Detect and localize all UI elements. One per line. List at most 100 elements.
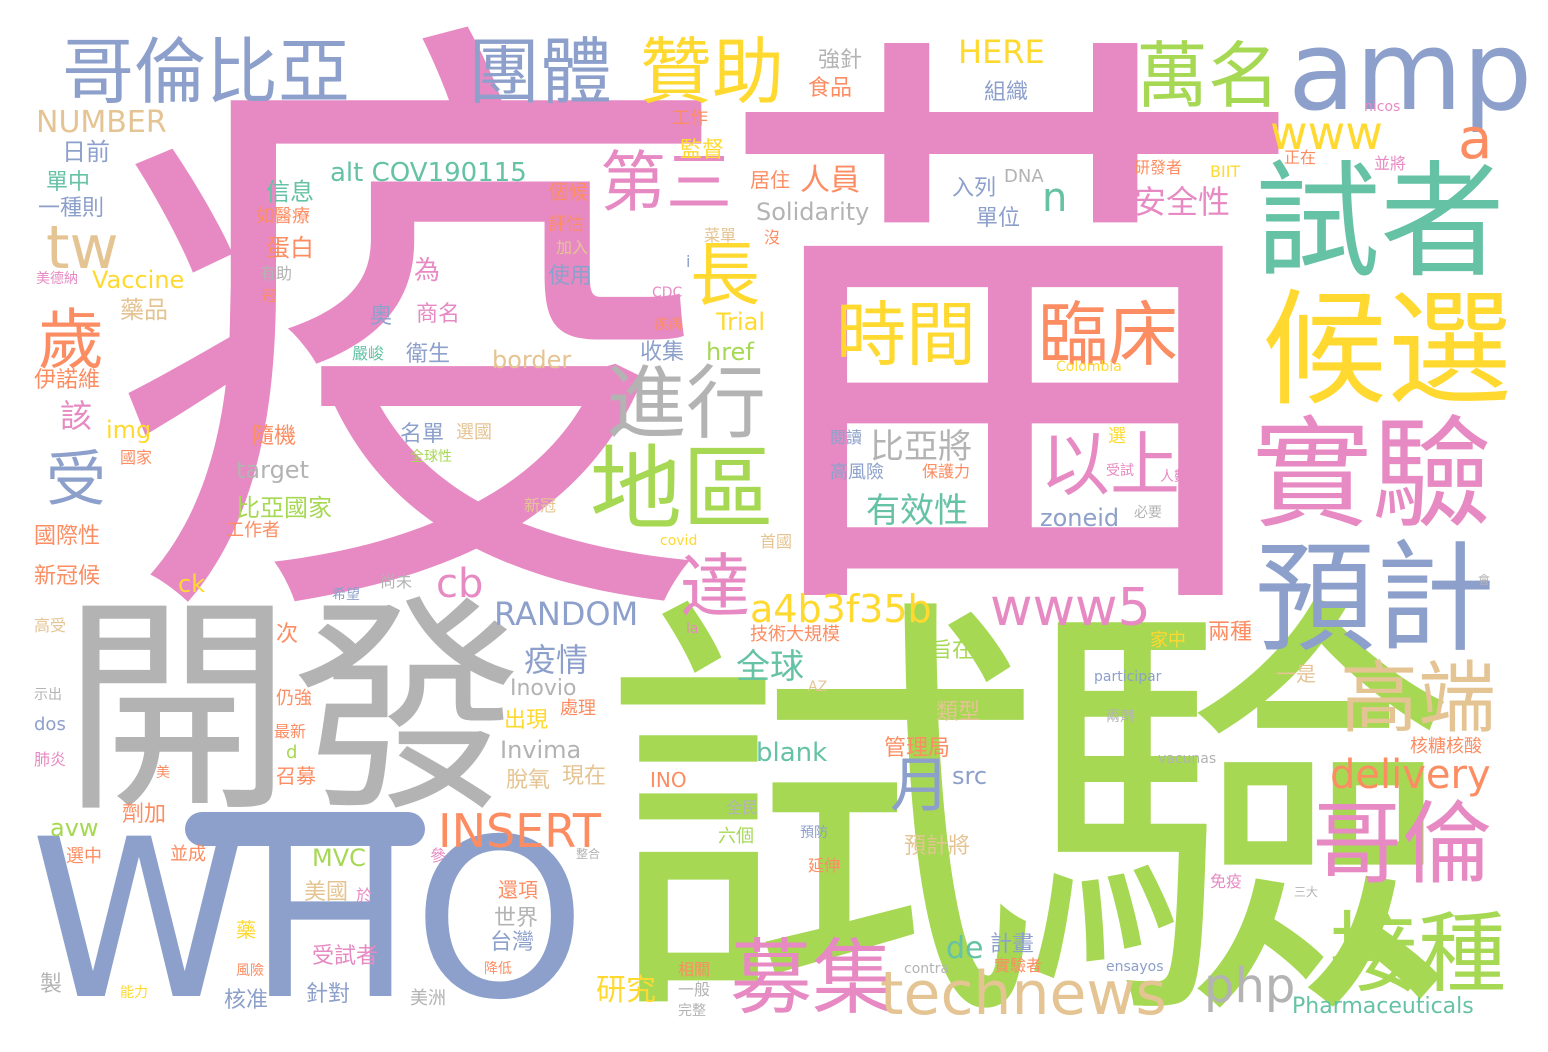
word-contra: contra: [904, 961, 949, 977]
word-xianzai: 現在: [562, 764, 607, 789]
word-technews: technews: [880, 959, 1167, 1029]
word-taiwan: 台灣: [490, 930, 535, 955]
word-quanqiu: 全球: [736, 647, 804, 687]
word-border: border: [492, 346, 572, 374]
word-jihua: 計畫: [990, 932, 1035, 957]
word-ci: 次: [276, 622, 299, 647]
word-yao: 藥: [236, 918, 256, 942]
word-xinxi: 信息: [266, 178, 314, 206]
word-danbai: 蛋白: [266, 234, 314, 262]
word-zhenghe: 整合: [576, 847, 601, 861]
word-baohuli: 保護力: [922, 462, 971, 481]
word-yinian: 一是: [1276, 662, 1316, 686]
word-gaoshou: 高受: [34, 616, 67, 635]
word-da: 達: [680, 546, 750, 628]
word-here: HERE: [958, 33, 1045, 71]
word-yuji: 預計: [1255, 530, 1495, 669]
word-wei: 為: [414, 256, 441, 286]
word-alt-cov: alt COV190115: [330, 158, 527, 188]
word-gongzuozhe: 工作者: [226, 520, 280, 541]
word-youxiaoxing: 有效性: [866, 491, 968, 531]
word-zhengzai: 正在: [1284, 148, 1317, 167]
word-gongzuo: 工作: [672, 108, 708, 129]
word-dos: dos: [34, 714, 66, 735]
word-shiyan: 試驗: [600, 564, 1460, 1052]
word-participar: participar: [1094, 669, 1162, 685]
word-pharma: Pharmaceuticals: [1292, 994, 1474, 1019]
word-ruliu: 入列: [952, 176, 997, 201]
word-a4b3: a4b3f35b: [750, 587, 932, 631]
word-meizhou: 美洲: [410, 988, 446, 1009]
word-disan: 第三: [600, 144, 732, 221]
word-blank: blank: [756, 738, 828, 768]
word-xinguan: 新冠: [524, 496, 557, 515]
word-houxuan: 候選: [1262, 278, 1512, 423]
word-yiqing: 疫情: [524, 641, 589, 679]
word-mingdan: 名單: [400, 422, 445, 447]
word-tuoyang: 脫氧: [506, 768, 551, 793]
word-huan: 會: [1478, 573, 1491, 587]
word-liangzhong: 兩種: [1208, 620, 1253, 645]
word-href: href: [706, 338, 754, 366]
word-lianghe: 兩劑: [1106, 709, 1134, 725]
word-xuan: 選: [1108, 426, 1126, 447]
word-colombia: Colombia: [1056, 359, 1122, 375]
word-tw: tw: [46, 213, 119, 283]
word-jiazhong: 家中: [1150, 630, 1186, 651]
word-yaopin: 藥品: [120, 296, 168, 324]
word-php: php: [1204, 958, 1296, 1014]
word-riqian: 日前: [62, 138, 110, 166]
word-jiandu: 監督: [680, 138, 725, 163]
word-jianshi: 疾病: [654, 317, 682, 333]
word-trial: Trial: [716, 308, 766, 336]
word-shiyan2: 實驗: [1252, 406, 1492, 545]
word-jiezhong: 接種: [1330, 902, 1507, 1005]
word-pinggu: 評估: [548, 214, 584, 235]
word-who: WHO: [30, 792, 587, 1048]
word-guan: 冠: [262, 289, 276, 305]
word-jiangdi: 降低: [484, 961, 512, 977]
word-jishu: 技術大規模: [750, 624, 840, 645]
word-muji: 募集: [730, 931, 895, 1026]
word-shou: 受: [46, 445, 106, 515]
word-dna: DNA: [1004, 166, 1044, 187]
word-huanxiang: 還項: [498, 878, 538, 902]
word-shouguo: 首國: [760, 532, 793, 551]
word-xinguanhou: 新冠候: [34, 564, 101, 589]
word-covid: covid: [660, 533, 698, 549]
word-zhendui: 針對: [306, 982, 351, 1007]
word-avw: avw: [50, 814, 99, 842]
word-zoneid: zoneid: [1040, 504, 1120, 532]
word-yanjiu: 研究: [596, 973, 656, 1008]
word-huanzhong: 選中: [66, 846, 102, 867]
word-zhi: 製: [40, 972, 63, 997]
word-diqu: 地區: [590, 436, 775, 543]
word-gelun: 哥倫: [1312, 792, 1492, 897]
word-guojia: 國家: [120, 448, 153, 467]
word-shoushi: 受試: [1106, 463, 1134, 479]
word-leixing: 類型: [936, 700, 981, 725]
word-nengli: 能力: [120, 985, 148, 1001]
word-anquanxing: 安全性: [1134, 183, 1231, 221]
word-juzhu: 居住: [750, 168, 790, 192]
word-yue: 月: [890, 751, 950, 821]
word-miao: 苗: [712, 0, 1312, 689]
word-renyuan: 人員: [800, 163, 860, 198]
word-gelunbiya: 哥倫比亞: [62, 30, 351, 114]
word-az: AZ: [808, 679, 828, 695]
word-shi: 示出: [34, 687, 62, 703]
word-invima: Invima: [500, 736, 582, 764]
word-i: i: [686, 252, 691, 271]
word-hezhun: 核准: [224, 988, 269, 1013]
word-yanfazhe: 研發者: [1134, 158, 1183, 177]
word-renshu: 人數: [1160, 469, 1188, 485]
word-tuanti: 團體: [468, 30, 613, 114]
word-n: n: [1042, 175, 1068, 221]
word-ck: ck: [178, 570, 206, 598]
word-la: la: [686, 621, 699, 637]
word-xuanguo: 選國: [456, 422, 492, 443]
word-zuzhi: 組織: [984, 80, 1029, 105]
word-mianyi: 免疫: [1210, 872, 1243, 891]
word-bixu: 必要: [1134, 505, 1162, 521]
word-zhaomu: 召募: [276, 764, 316, 788]
